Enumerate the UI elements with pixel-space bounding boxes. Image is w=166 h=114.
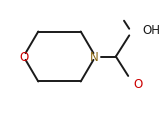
Text: N: N xyxy=(89,51,98,63)
Text: OH: OH xyxy=(143,23,161,36)
Text: O: O xyxy=(20,51,29,63)
Text: O: O xyxy=(133,77,143,90)
